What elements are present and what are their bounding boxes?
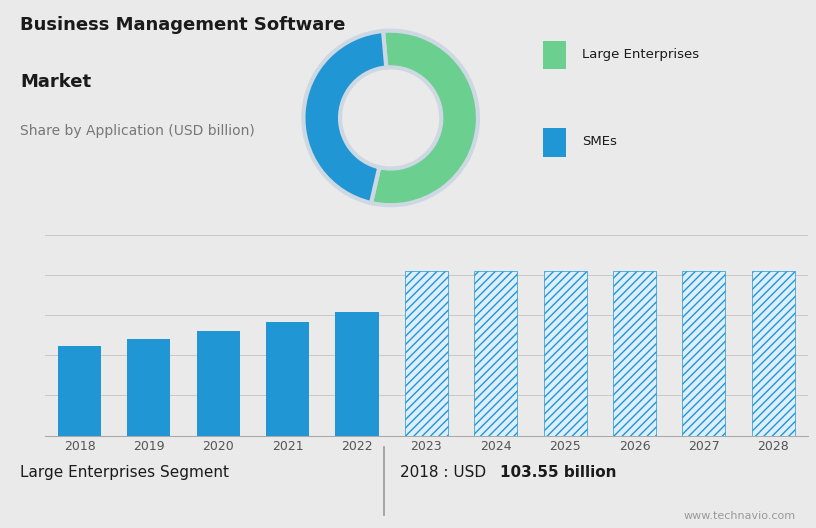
Bar bbox=[474, 271, 517, 436]
Text: Business Management Software: Business Management Software bbox=[20, 16, 346, 34]
Bar bbox=[543, 41, 566, 69]
Text: Large Enterprises Segment: Large Enterprises Segment bbox=[20, 465, 229, 480]
Bar bbox=[127, 338, 171, 436]
Bar bbox=[58, 346, 101, 436]
Bar bbox=[682, 271, 725, 436]
Bar bbox=[613, 271, 656, 436]
Bar bbox=[405, 271, 448, 436]
Bar bbox=[752, 271, 795, 436]
Bar bbox=[335, 312, 379, 436]
Text: www.technavio.com: www.technavio.com bbox=[684, 511, 796, 521]
Text: Share by Application (USD billion): Share by Application (USD billion) bbox=[20, 124, 255, 138]
Wedge shape bbox=[371, 31, 478, 205]
Bar bbox=[266, 322, 309, 436]
Text: Large Enterprises: Large Enterprises bbox=[582, 48, 699, 61]
Text: 2018 : USD: 2018 : USD bbox=[400, 465, 491, 480]
Text: SMEs: SMEs bbox=[582, 135, 617, 148]
Wedge shape bbox=[304, 31, 386, 203]
Text: 103.55 billion: 103.55 billion bbox=[500, 465, 617, 480]
Bar bbox=[543, 271, 587, 436]
Text: Market: Market bbox=[20, 73, 91, 91]
Bar bbox=[197, 331, 240, 436]
Bar bbox=[543, 128, 566, 156]
